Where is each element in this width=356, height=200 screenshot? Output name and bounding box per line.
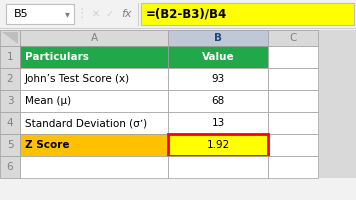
Bar bbox=[0, 46, 20, 68]
Bar bbox=[0, 30, 356, 178]
Text: 3: 3 bbox=[7, 96, 13, 106]
Text: ▾: ▾ bbox=[64, 9, 69, 19]
Text: Value: Value bbox=[202, 52, 234, 62]
Text: B: B bbox=[214, 33, 222, 43]
Bar bbox=[268, 156, 318, 178]
Bar bbox=[20, 112, 168, 134]
Bar bbox=[0, 68, 20, 90]
Text: fx: fx bbox=[121, 9, 131, 19]
Text: A: A bbox=[90, 33, 98, 43]
Bar bbox=[268, 30, 318, 46]
Text: =(B2-B3)/B4: =(B2-B3)/B4 bbox=[146, 7, 227, 21]
Text: 1.92: 1.92 bbox=[206, 140, 230, 150]
Bar bbox=[268, 90, 318, 112]
Text: John’s Test Score (x): John’s Test Score (x) bbox=[25, 74, 130, 84]
Bar bbox=[268, 112, 318, 134]
Bar bbox=[0, 30, 20, 46]
Bar bbox=[168, 46, 268, 68]
Bar bbox=[141, 3, 354, 25]
Text: Mean (μ): Mean (μ) bbox=[25, 96, 71, 106]
Bar bbox=[168, 156, 268, 178]
Bar bbox=[168, 68, 268, 90]
Text: 6: 6 bbox=[7, 162, 13, 172]
Text: ✓: ✓ bbox=[106, 9, 114, 19]
Text: ✕: ✕ bbox=[92, 9, 100, 19]
Bar bbox=[20, 30, 168, 46]
Text: Standard Deviation (σʼ): Standard Deviation (σʼ) bbox=[25, 118, 147, 128]
Bar bbox=[0, 112, 20, 134]
Bar bbox=[268, 46, 318, 68]
Bar bbox=[168, 134, 268, 156]
Bar bbox=[6, 4, 74, 24]
Bar bbox=[0, 0, 356, 28]
Bar bbox=[20, 156, 168, 178]
Text: B5: B5 bbox=[14, 9, 28, 19]
Bar bbox=[20, 68, 168, 90]
Text: 13: 13 bbox=[211, 118, 225, 128]
Bar bbox=[268, 68, 318, 90]
Text: 1: 1 bbox=[7, 52, 13, 62]
Text: 93: 93 bbox=[211, 74, 225, 84]
Polygon shape bbox=[2, 32, 18, 44]
Bar bbox=[168, 90, 268, 112]
Text: 5: 5 bbox=[7, 140, 13, 150]
Bar bbox=[168, 112, 268, 134]
Bar bbox=[268, 134, 318, 156]
Bar bbox=[168, 134, 268, 156]
Text: C: C bbox=[289, 33, 297, 43]
Text: 4: 4 bbox=[7, 118, 13, 128]
Bar bbox=[20, 46, 168, 68]
Text: 2: 2 bbox=[7, 74, 13, 84]
Bar bbox=[20, 134, 168, 156]
Text: Z Score: Z Score bbox=[25, 140, 69, 150]
Bar bbox=[0, 156, 20, 178]
Text: ⋮: ⋮ bbox=[76, 7, 88, 21]
Bar bbox=[0, 90, 20, 112]
Bar bbox=[20, 90, 168, 112]
Bar bbox=[0, 134, 20, 156]
Text: Particulars: Particulars bbox=[25, 52, 89, 62]
Bar bbox=[168, 30, 268, 46]
Text: 68: 68 bbox=[211, 96, 225, 106]
